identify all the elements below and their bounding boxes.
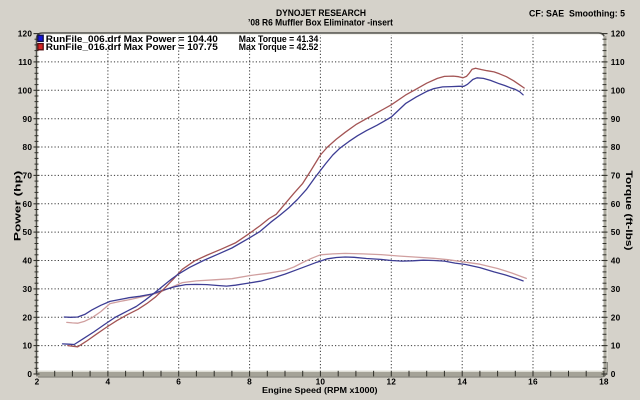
svg-text:Max Torque = 41.34: Max Torque = 41.34: [239, 33, 319, 44]
svg-text:10: 10: [23, 341, 33, 351]
svg-text:30: 30: [23, 284, 33, 294]
svg-text:40: 40: [611, 256, 621, 266]
svg-text:8: 8: [247, 377, 252, 387]
svg-text:30: 30: [611, 284, 621, 294]
svg-text:12: 12: [386, 377, 396, 387]
svg-text:100: 100: [18, 85, 33, 95]
svg-text:2: 2: [35, 377, 40, 387]
svg-text:0: 0: [611, 369, 616, 379]
svg-text:100: 100: [611, 85, 626, 95]
svg-text:14: 14: [457, 377, 467, 387]
svg-text:16: 16: [528, 377, 538, 387]
svg-text:6: 6: [176, 377, 181, 387]
svg-text:90: 90: [23, 114, 33, 124]
svg-text:’08 R6 Muffler Box Eliminator: ’08 R6 Muffler Box Eliminator -insert: [248, 18, 393, 28]
svg-text:70: 70: [611, 171, 621, 181]
svg-text:18: 18: [599, 377, 609, 387]
svg-text:50: 50: [611, 227, 621, 237]
svg-text:110: 110: [18, 57, 32, 67]
svg-text:120: 120: [611, 29, 626, 39]
svg-text:4: 4: [105, 377, 110, 387]
svg-text:Torque (ft-lbs): Torque (ft-lbs): [624, 171, 635, 251]
svg-text:RunFile_006.drf Max Power = 10: RunFile_006.drf Max Power = 104.40: [46, 33, 218, 44]
svg-text:Engine Speed (RPM x1000): Engine Speed (RPM x1000): [262, 385, 378, 395]
svg-text:120: 120: [18, 29, 33, 39]
svg-text:80: 80: [23, 142, 33, 152]
svg-text:10: 10: [611, 341, 621, 351]
svg-text:20: 20: [23, 312, 33, 322]
svg-text:40: 40: [23, 256, 33, 266]
svg-text:Max Torque = 42.52: Max Torque = 42.52: [239, 41, 318, 52]
svg-text:Power (hp): Power (hp): [12, 171, 23, 242]
svg-text:90: 90: [611, 114, 621, 124]
svg-text:50: 50: [23, 227, 33, 237]
svg-text:CF: SAE Smoothing: 5: CF: SAE Smoothing: 5: [529, 9, 625, 19]
svg-text:0: 0: [27, 369, 32, 379]
svg-text:60: 60: [23, 199, 33, 209]
svg-text:10: 10: [316, 377, 326, 387]
svg-text:70: 70: [23, 171, 33, 181]
svg-text:RunFile_016.drf Max Power = 10: RunFile_016.drf Max Power = 107.75: [46, 41, 218, 52]
svg-text:80: 80: [611, 142, 621, 152]
svg-text:20: 20: [611, 312, 621, 322]
svg-text:110: 110: [611, 57, 625, 67]
svg-text:DYNOJET RESEARCH: DYNOJET RESEARCH: [276, 7, 366, 18]
svg-text:60: 60: [611, 199, 621, 209]
